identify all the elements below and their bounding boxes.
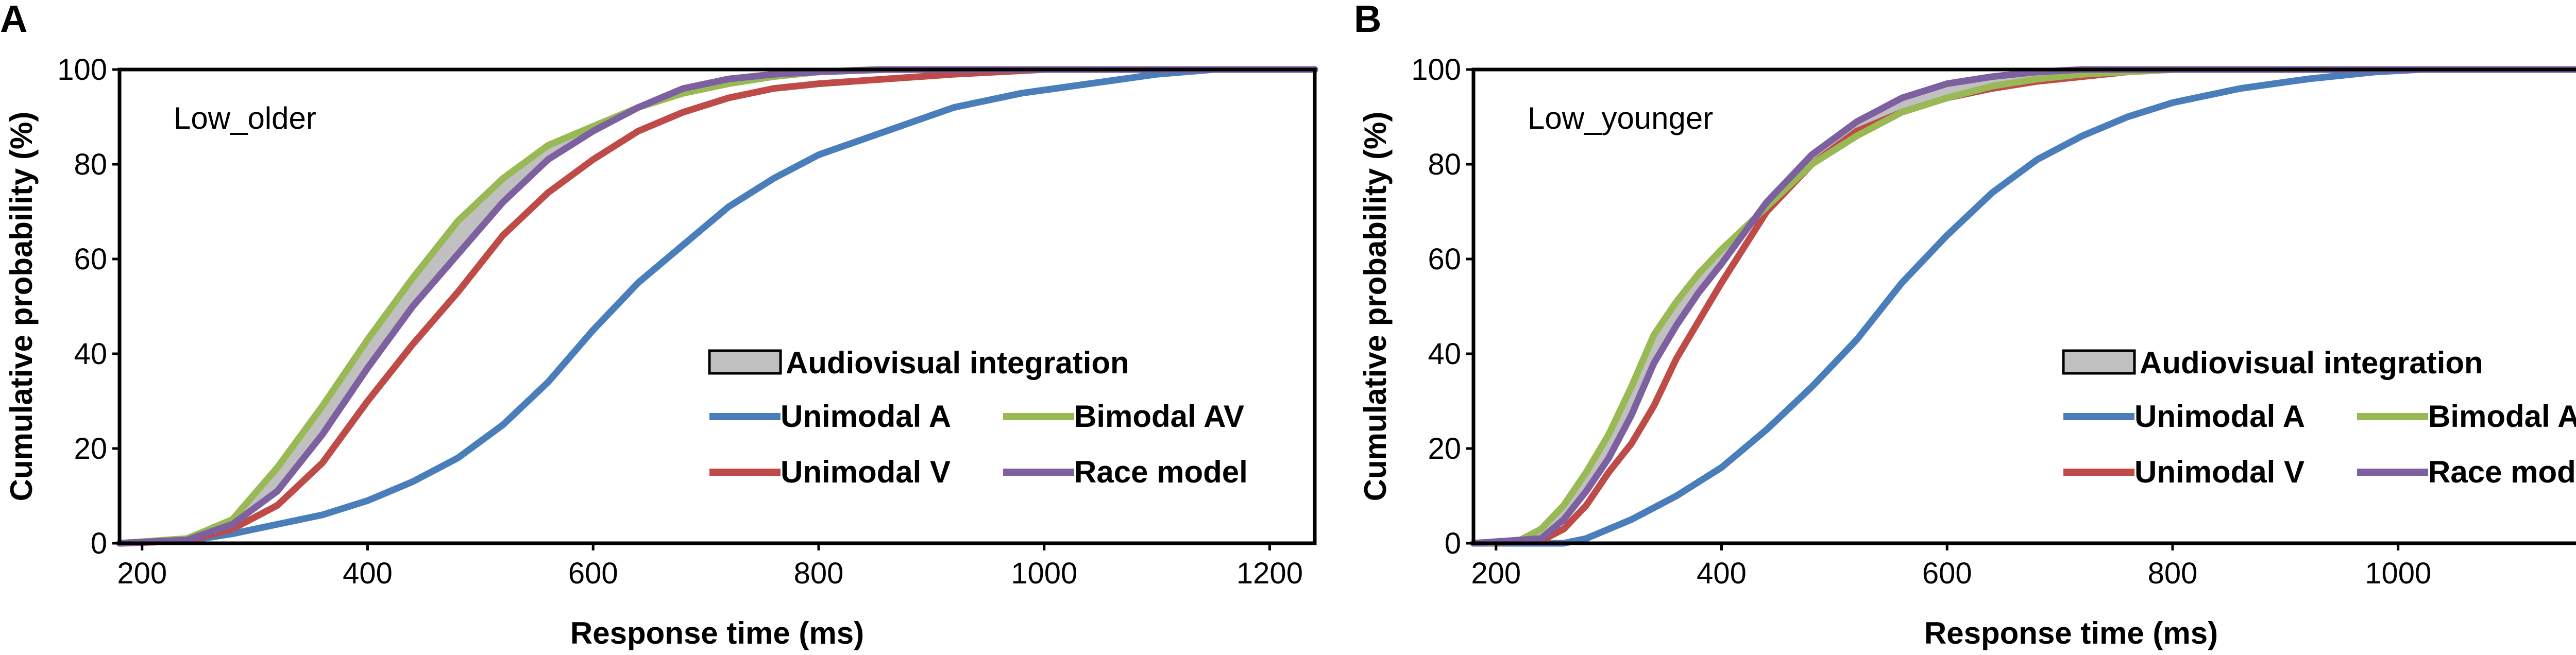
legend-label-integration: Audiovisual integration: [786, 346, 1129, 380]
x-tick-label: 800: [2148, 557, 2198, 590]
y-tick-label: 100: [1411, 53, 1461, 87]
x-tick-label: 600: [1922, 557, 1972, 590]
x-tick-label: 400: [343, 557, 393, 590]
x-axis-title: Response time (ms): [1924, 616, 2218, 650]
legend-fill-swatch: [2062, 349, 2136, 375]
panel-label-a: A: [0, 0, 27, 40]
y-tick-label: 60: [74, 243, 107, 276]
x-axis-title: Response time (ms): [570, 616, 864, 650]
legend-label-integration: Audiovisual integration: [2140, 346, 2483, 380]
legend: Audiovisual integration Unimodal A Bimod…: [708, 346, 1248, 489]
y-tick-label: 0: [91, 527, 107, 560]
y-tick-label: 20: [1428, 432, 1461, 466]
x-tick-label: 600: [568, 557, 618, 590]
y-tick-label: 40: [74, 337, 107, 371]
series-line-unimodal-v: [116, 66, 1318, 547]
x-tick-label: 1000: [1011, 557, 1077, 590]
x-tick-label: 400: [1697, 557, 1747, 590]
series-line-unimodal-a: [116, 66, 1318, 547]
series-line-race-model: [1470, 66, 2576, 547]
x-ticks: 200 400 600 800 1000 1200: [117, 543, 1303, 590]
y-tick-label: 80: [1428, 148, 1461, 181]
legend-label-unimodal-a: Unimodal A: [2134, 399, 2305, 434]
legend-label-unimodal-v: Unimodal V: [781, 455, 951, 489]
plot-frame: [117, 67, 1317, 545]
y-axis-title: Cumulative probability (%): [4, 112, 39, 502]
y-ticks: 0 20 40 60 80 100: [1411, 53, 1473, 560]
legend-label-bimodal-av: Bimodal AV: [1074, 399, 1244, 434]
y-tick-label: 60: [1428, 243, 1461, 276]
legend-label-race-model: Race model: [2428, 455, 2576, 489]
series-line-unimodal-a: [1470, 66, 2576, 547]
series-lines-layer: [1470, 66, 2576, 547]
legend-label-unimodal-a: Unimodal A: [781, 399, 951, 434]
legend-label-unimodal-v: Unimodal V: [2134, 455, 2304, 489]
x-tick-label: 1000: [2365, 557, 2431, 590]
y-ticks: 0 20 40 60 80 100: [57, 53, 120, 560]
y-tick-label: 0: [1445, 527, 1461, 560]
x-tick-label: 200: [1471, 557, 1521, 590]
panel-a: A 200 400 600 800 1000 1200 0 20 40 60 80 100 Low_…: [0, 0, 1318, 650]
y-tick-label: 20: [74, 432, 107, 466]
legend-label-bimodal-av: Bimodal AV: [2428, 399, 2576, 434]
series-lines-layer: [116, 66, 1318, 547]
inset-label: Low_older: [174, 101, 316, 135]
y-axis-title: Cumulative probability (%): [1358, 112, 1393, 502]
panel-label-b: B: [1354, 0, 1381, 40]
y-tick-label: 40: [1428, 337, 1461, 371]
legend-label-race-model: Race model: [1074, 455, 1248, 489]
series-line-race-model: [116, 66, 1318, 547]
y-tick-label: 100: [57, 53, 107, 87]
x-tick-label: 800: [794, 557, 844, 590]
y-tick-label: 80: [74, 148, 107, 181]
legend: Audiovisual integration Unimodal A Bimod…: [2062, 346, 2576, 489]
inset-label: Low_younger: [1528, 101, 1713, 135]
legend-fill-swatch: [708, 349, 782, 375]
plot-frame: [1471, 67, 2576, 545]
x-tick-label: 200: [117, 557, 167, 590]
plot-area-a: 200 400 600 800 1000 1200 0 20 40 60 80 100 Low_ol…: [57, 53, 1318, 590]
x-tick-label: 1200: [1236, 557, 1303, 590]
